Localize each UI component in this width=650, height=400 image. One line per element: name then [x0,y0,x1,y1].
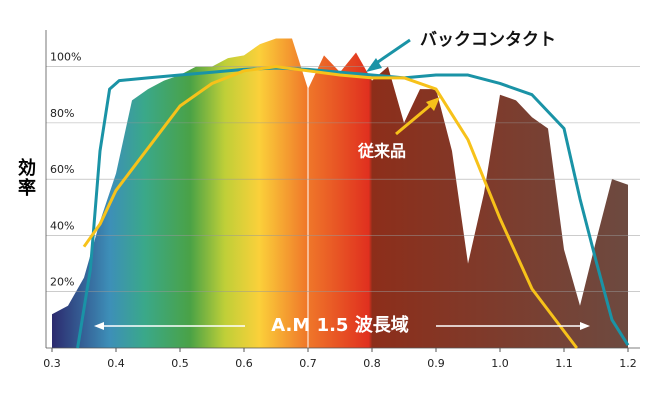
x-tick-label: 0.4 [107,357,125,370]
x-tick-label: 0.8 [363,357,381,370]
x-tick-label: 0.5 [171,357,189,370]
y-tick-label: 100% [50,51,81,64]
y-tick-label: 60% [50,163,74,176]
x-tick-label: 0.3 [43,357,61,370]
efficiency-line [76,66,630,349]
annotation-back-contact: バックコンタクト [366,30,556,72]
annotation: A.M 1.5 波長域 [271,314,408,336]
x-tick-label: 1.0 [491,357,509,370]
annotation: バックコンタクト [420,30,556,50]
y-tick-label: 20% [50,276,74,289]
y-tick-label: 80% [50,107,74,120]
x-tick-label: 0.7 [299,357,317,370]
x-tick-label: 0.9 [427,357,445,370]
wavelength-range: A.M 1.5 波長域 [94,314,590,336]
spectrum-area [52,38,628,349]
x-tick-label: 1.1 [555,357,573,370]
plot-area: 20% 40% 60% 80% 100% 0.3 0.4 0.5 0.6 0.7 0.8 0.9 1.0… [43,30,640,370]
x-tick-label: 0.6 [235,357,253,370]
annotation: 従来品 [357,142,406,161]
annotation-conventional: 従来品 [357,97,440,161]
efficiency-line [82,65,578,349]
y-tick-label: 40% [50,219,74,232]
y-axis-label: 効率 [15,157,36,198]
x-tick-label: 1.2 [619,357,637,370]
